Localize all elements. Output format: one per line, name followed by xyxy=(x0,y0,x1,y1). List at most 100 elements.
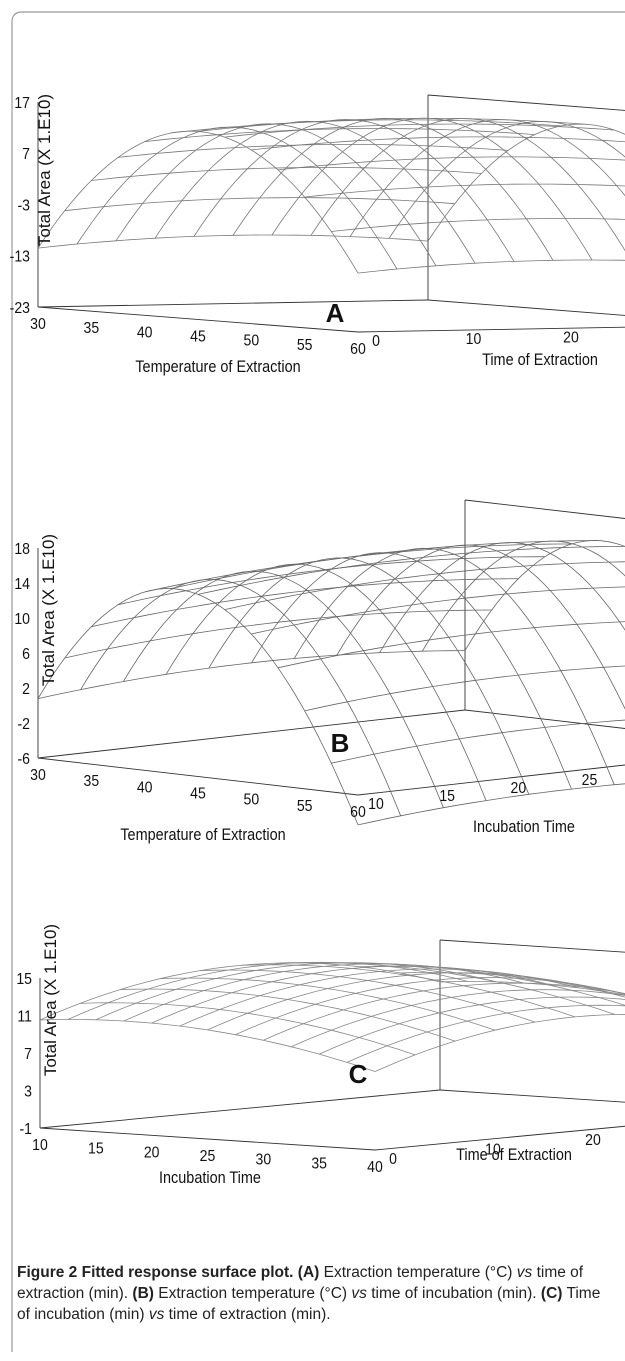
surface-gridline xyxy=(159,977,496,1031)
surface-gridline xyxy=(117,144,509,158)
z-axis-label: Total Area (X 1.E10) xyxy=(35,94,54,246)
surface-gridline xyxy=(171,119,562,134)
y-tick-label: 10 xyxy=(485,1141,501,1159)
caption-b-text-2: time of incubation (min). xyxy=(366,1285,541,1302)
z-tick-label: 7 xyxy=(24,1045,32,1063)
surface-gridline xyxy=(117,556,546,606)
y-tick-label: 20 xyxy=(585,1131,601,1149)
x-tick-label: 25 xyxy=(200,1147,216,1165)
box-edge xyxy=(37,709,466,759)
surface-gridline xyxy=(80,578,402,816)
surface-gridline xyxy=(271,117,593,261)
z-tick-label: -3 xyxy=(17,197,30,215)
z-tick-label: 7 xyxy=(22,145,30,163)
surface-gridline xyxy=(277,621,625,669)
caption-c-vs: vs xyxy=(148,1306,165,1323)
surface-gridline xyxy=(79,1002,416,1056)
y-tick-label: 25 xyxy=(582,771,598,789)
x-tick-label: 20 xyxy=(144,1144,160,1162)
panel-label: A xyxy=(326,298,345,328)
y-tick-label: 20 xyxy=(511,779,527,797)
y-tick-label: 0 xyxy=(389,1150,397,1168)
box-edge xyxy=(374,1125,625,1151)
z-tick-label: -13 xyxy=(10,248,30,266)
x-tick-label: 45 xyxy=(190,785,206,803)
caption-b-label: (B) xyxy=(132,1285,154,1302)
surface-gridline xyxy=(37,234,429,249)
surface-gridline xyxy=(207,972,608,1031)
surface-gridline xyxy=(336,544,625,710)
x-tick-label: 35 xyxy=(84,772,100,790)
box-edge xyxy=(37,757,359,796)
x-tick-label: 35 xyxy=(311,1155,327,1173)
y-tick-label: 10 xyxy=(368,795,384,813)
x-tick-label: 40 xyxy=(367,1158,383,1176)
surface-gridline xyxy=(388,121,625,239)
panel-label: B xyxy=(331,728,350,758)
caption-b-vs: vs xyxy=(351,1285,367,1302)
surface-plot-a xyxy=(37,94,625,333)
surface-plot-b xyxy=(37,499,625,826)
surface-gridline xyxy=(379,542,625,653)
surface-gridline xyxy=(464,540,625,651)
caption-a-text-1: Extraction temperature (°C) xyxy=(319,1264,517,1281)
x-tick-label: 10 xyxy=(32,1136,48,1154)
box-edge xyxy=(39,1089,441,1129)
z-tick-label: -2 xyxy=(17,715,30,733)
surface-gridline xyxy=(144,128,535,142)
x-tick-label: 30 xyxy=(30,766,46,784)
y-axis-label: Time of Extraction xyxy=(482,351,598,369)
surface-gridline xyxy=(349,119,625,237)
box-edge xyxy=(357,326,625,333)
surface-gridline xyxy=(224,123,615,138)
z-tick-label: 14 xyxy=(14,575,30,593)
caption-c-text-1: Time of incubation (min) xyxy=(17,1285,601,1323)
surface-gridline xyxy=(374,1014,625,1072)
surface-gridline xyxy=(304,665,625,712)
caption-c-text-2: time of extraction (min). xyxy=(164,1306,331,1323)
surface-gridline xyxy=(39,962,441,1021)
surface-gridline xyxy=(165,563,487,801)
surface-gridline xyxy=(304,183,625,198)
z-axis-label: Total Area (X 1.E10) xyxy=(41,924,60,1076)
surface-gridline xyxy=(171,540,599,589)
caption-a-vs: vs xyxy=(516,1264,533,1281)
caption-c-label: (C) xyxy=(540,1285,563,1302)
surface-gridline xyxy=(64,197,455,212)
x-tick-label: 60 xyxy=(350,803,366,821)
box-edge xyxy=(39,1127,376,1151)
y-tick-label: 10 xyxy=(466,330,482,348)
x-tick-label: 15 xyxy=(88,1140,104,1158)
x-axis-label: Temperature of Extraction xyxy=(135,358,300,376)
surface-gridline xyxy=(251,136,625,151)
z-tick-label: 11 xyxy=(17,1008,32,1026)
figure-caption: Figure 2 Fitted response surface plot. (… xyxy=(17,1262,617,1325)
z-tick-label: 2 xyxy=(22,680,30,698)
x-tick-label: 50 xyxy=(244,332,260,350)
surface-gridline xyxy=(37,650,466,699)
x-axis-label: Incubation Time xyxy=(159,1169,261,1187)
surface-gridline xyxy=(67,961,468,1020)
y-tick-label: 15 xyxy=(439,787,455,805)
box-edge xyxy=(37,299,429,308)
z-tick-label: 3 xyxy=(24,1083,32,1101)
box-edge xyxy=(439,1089,625,1103)
surface-gridline xyxy=(64,609,492,659)
z-tick-label: -23 xyxy=(10,299,30,317)
z-tick-label: 17 xyxy=(14,94,30,112)
panel-label: C xyxy=(349,1059,368,1089)
surface-gridline xyxy=(331,218,625,232)
surface-gridline xyxy=(319,996,625,1055)
x-tick-label: 55 xyxy=(297,336,313,354)
z-axis-label: Total Area (X 1.E10) xyxy=(39,534,58,686)
caption-a-label: (A) xyxy=(297,1264,320,1281)
y-tick-label: 0 xyxy=(372,332,380,350)
x-tick-label: 55 xyxy=(297,797,313,815)
surface-gridline xyxy=(263,982,625,1041)
box-edge xyxy=(427,94,625,111)
surface-gridline xyxy=(357,783,625,826)
z-tick-label: 18 xyxy=(14,540,30,558)
surface-gridline xyxy=(421,540,625,652)
surface-gridline xyxy=(235,977,625,1036)
surface-gridline xyxy=(277,156,625,171)
